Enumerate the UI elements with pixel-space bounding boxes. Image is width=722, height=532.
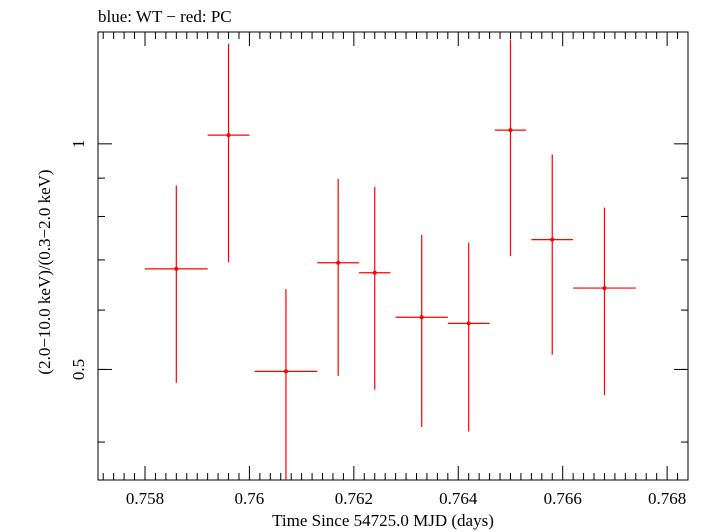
x-tick-label: 0.758 (126, 489, 164, 508)
data-point (359, 186, 391, 390)
data-marker (508, 128, 513, 133)
x-tick-label: 0.764 (439, 489, 478, 508)
data-series-pc (144, 39, 636, 480)
data-marker (419, 315, 424, 320)
data-point (254, 289, 318, 480)
data-marker (174, 266, 179, 271)
x-tick-label: 0.762 (335, 489, 373, 508)
data-marker (336, 260, 341, 265)
y-axis-label: (2.0−10.0 keV)/(0.3−2.0 keV) (35, 169, 54, 374)
data-point (317, 178, 360, 377)
data-point (531, 154, 574, 355)
data-point (573, 207, 636, 396)
y-tick-label: 1 (69, 140, 88, 149)
data-point (144, 185, 208, 383)
axis-ticks (98, 32, 689, 480)
data-point (395, 234, 448, 427)
data-marker (550, 237, 555, 242)
data-marker (466, 321, 471, 326)
data-marker (602, 286, 607, 291)
axis-tick-labels: 0.758 0.76 0.762 0.764 0.766 0.768 0.5 1 (69, 140, 686, 508)
x-tick-label: 0.76 (235, 489, 265, 508)
data-point (494, 39, 527, 257)
chart-title: blue: WT − red: PC (98, 7, 232, 26)
x-axis-label: Time Since 54725.0 MJD (days) (272, 511, 494, 530)
x-tick-label: 0.768 (648, 489, 686, 508)
plot-frame (97, 31, 689, 481)
data-marker (226, 133, 231, 138)
data-point (207, 43, 250, 263)
data-point (447, 242, 490, 432)
y-tick-label: 0.5 (69, 359, 88, 380)
data-marker (372, 270, 377, 275)
data-marker (283, 369, 288, 374)
x-tick-label: 0.766 (544, 489, 582, 508)
